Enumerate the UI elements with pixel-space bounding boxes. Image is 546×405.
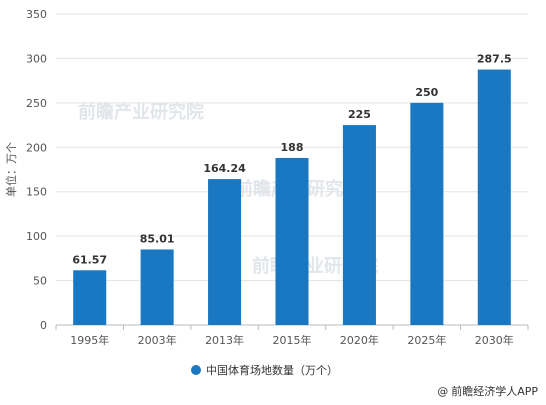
- bar: [342, 125, 376, 325]
- bar: [140, 249, 174, 325]
- y-tick-label: 200: [26, 141, 47, 154]
- data-label: 225: [348, 108, 371, 121]
- x-tick-label: 2013年: [205, 333, 244, 347]
- data-labels: 61.57 85.01 164.24 188 225 250 287.5: [72, 53, 511, 267]
- y-tick-label: 300: [26, 52, 47, 65]
- bar: [73, 270, 107, 325]
- x-tick-label: 2003年: [138, 333, 177, 347]
- watermark-text: 前瞻产业研究院: [78, 101, 204, 123]
- bar: [410, 102, 444, 325]
- data-label: 61.57: [72, 253, 107, 266]
- x-tick-label: 1995年: [70, 333, 109, 347]
- legend: 中国体育场地数量（万个）: [191, 363, 338, 377]
- bar: [477, 69, 511, 326]
- x-tick-label: 2020年: [340, 333, 379, 347]
- bar: [275, 157, 309, 325]
- data-label: 250: [415, 86, 438, 99]
- bars: [73, 69, 511, 326]
- credit-text: 前瞻经济学人APP: [451, 385, 538, 398]
- data-label: 287.5: [477, 53, 512, 66]
- y-tick-label: 250: [26, 97, 47, 110]
- x-tick-label: 2015年: [273, 333, 312, 347]
- x-tick-labels: 1995年 2003年 2013年 2015年 2020年 2025年 2030年: [70, 333, 514, 347]
- data-label: 164.24: [203, 162, 246, 175]
- data-label: 85.01: [140, 232, 175, 245]
- y-tick-label: 350: [26, 8, 47, 21]
- x-tick-label: 2030年: [475, 333, 514, 347]
- y-tick-label: 100: [26, 230, 47, 243]
- legend-label: 中国体育场地数量（万个）: [206, 363, 338, 377]
- at-icon: @: [437, 384, 449, 398]
- y-axis-label: 单位：万个: [4, 142, 18, 197]
- axes: [55, 324, 529, 330]
- bar: [208, 179, 242, 325]
- y-tick-label: 150: [26, 186, 47, 199]
- y-tick-label: 0: [40, 319, 47, 332]
- data-label: 188: [281, 141, 304, 154]
- x-tick-label: 2025年: [407, 333, 446, 347]
- source-credit: @ 前瞻经济学人APP: [437, 383, 538, 399]
- y-tick-label: 50: [33, 275, 47, 288]
- legend-marker: [191, 365, 201, 375]
- y-tick-labels: 0 50 100 150 200 250 300 350: [26, 8, 47, 332]
